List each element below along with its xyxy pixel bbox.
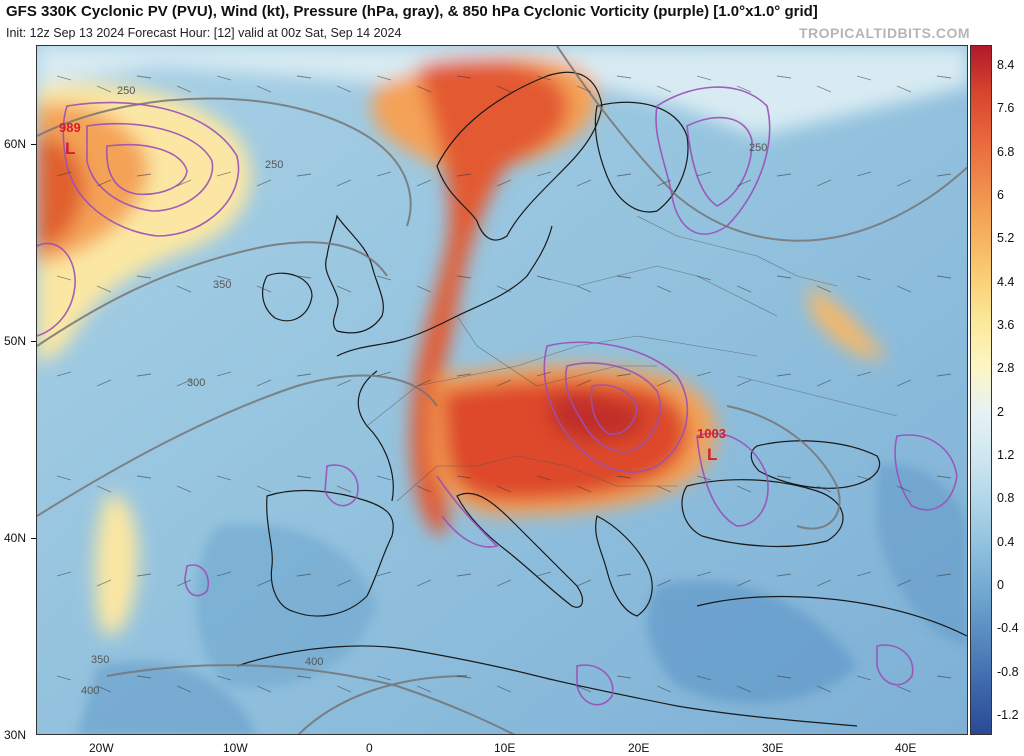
pressure-label: 400 (81, 685, 99, 697)
pv-dark-areas (77, 464, 967, 734)
colorbar-tick-label: -0.8 (997, 664, 1019, 679)
lat-tick (31, 144, 36, 145)
pressure-contours (37, 46, 967, 734)
pressure-label: 250 (265, 159, 283, 171)
colorbar-tick-label: 2 (997, 404, 1004, 419)
chart-title: GFS 330K Cyclonic PV (PVU), Wind (kt), P… (6, 3, 818, 20)
pressure-label: 350 (213, 279, 231, 291)
pressure-label: 250 (749, 142, 767, 154)
colorbar-tick-label: 0.8 (997, 491, 1015, 506)
low-pressure-value: 1003 (697, 426, 726, 441)
colorbar (970, 45, 992, 735)
low-pressure-symbol: L (707, 445, 717, 464)
lon-label-10w: 10W (223, 741, 248, 755)
map-canvas: 250 250 250 350 300 350 400 400 989 L 10… (37, 46, 967, 734)
low-markers: 989 L 1003 L (59, 120, 726, 464)
lon-label-10e: 10E (494, 741, 516, 755)
colorbar-tick-label: 5.2 (997, 231, 1015, 246)
pressure-label: 350 (91, 654, 109, 666)
pressure-label: 250 (117, 85, 135, 97)
lat-label-40n: 40N (4, 531, 27, 545)
coastlines (236, 71, 967, 727)
low-pressure-value: 989 (59, 120, 81, 135)
colorbar-tick-label: 3.6 (997, 318, 1015, 332)
colorbar-tick-label: 1.2 (997, 448, 1015, 462)
site-credit: TROPICALTIDBITS.COM (798, 25, 970, 41)
colorbar-tick-label: 6 (997, 188, 1004, 202)
lat-tick (31, 341, 36, 342)
lat-label-50n: 50N (4, 334, 27, 348)
colorbar-tick-label: 0 (997, 578, 1004, 592)
wind-barbs (56, 75, 952, 693)
low-pressure-symbol: L (65, 139, 75, 158)
colorbar-tick-label: 8.4 (997, 58, 1015, 72)
lon-label-40e: 40E (895, 741, 917, 755)
weather-map[interactable]: 250 250 250 350 300 350 400 400 989 L 10… (36, 45, 968, 735)
pressure-labels: 250 250 250 350 300 350 400 400 (81, 85, 767, 697)
colorbar-tick-label: 0.4 (997, 534, 1015, 549)
pressure-label: 300 (187, 377, 205, 389)
pv-field (37, 46, 967, 636)
lon-label-30e: 30E (762, 741, 784, 755)
colorbar-tick-label: 6.8 (997, 144, 1015, 159)
lat-tick (31, 538, 36, 539)
colorbar-tick-label: 2.8 (997, 361, 1015, 376)
vorticity-contours (37, 86, 958, 706)
lat-label-60n: 60N (4, 137, 27, 151)
lon-label-0: 0 (366, 741, 373, 755)
pressure-label: 400 (305, 656, 323, 668)
colorbar-tick-label: -1.2 (997, 708, 1019, 722)
chart-subtitle: Init: 12z Sep 13 2024 Forecast Hour: [12… (6, 26, 402, 40)
colorbar-tick-label: 4.4 (997, 274, 1015, 289)
lon-label-20e: 20E (628, 741, 650, 755)
colorbar-tick-label: -0.4 (997, 621, 1019, 636)
lat-label-30n: 30N (4, 728, 27, 742)
colorbar-tick-label: 7.6 (997, 101, 1015, 116)
lon-label-20w: 20W (89, 741, 114, 755)
